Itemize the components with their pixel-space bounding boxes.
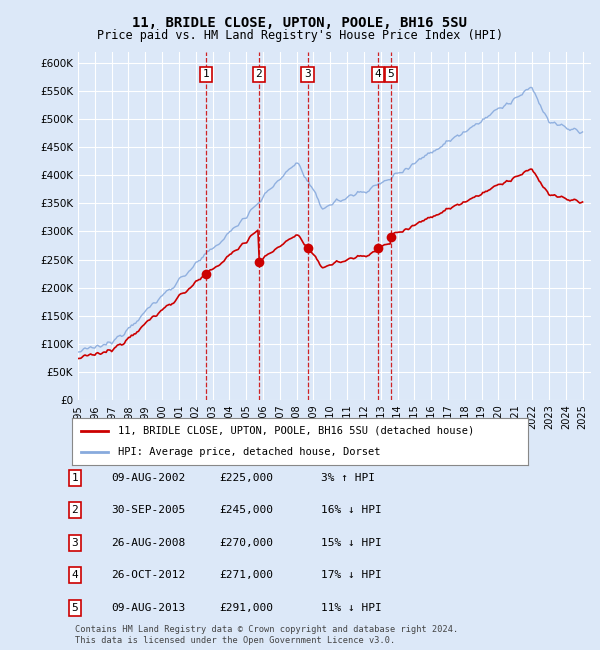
Text: £271,000: £271,000: [219, 570, 273, 580]
Text: 30-SEP-2005: 30-SEP-2005: [111, 505, 185, 515]
Text: 3% ↑ HPI: 3% ↑ HPI: [321, 473, 375, 483]
Text: 2: 2: [256, 70, 262, 79]
Text: 2: 2: [71, 505, 79, 515]
Text: 4: 4: [71, 570, 79, 580]
Text: £291,000: £291,000: [219, 603, 273, 613]
Text: 09-AUG-2013: 09-AUG-2013: [111, 603, 185, 613]
Text: 17% ↓ HPI: 17% ↓ HPI: [321, 570, 382, 580]
Text: 26-AUG-2008: 26-AUG-2008: [111, 538, 185, 548]
Text: £225,000: £225,000: [219, 473, 273, 483]
Text: Price paid vs. HM Land Registry's House Price Index (HPI): Price paid vs. HM Land Registry's House …: [97, 29, 503, 42]
Text: 5: 5: [388, 70, 394, 79]
Text: 1: 1: [202, 70, 209, 79]
Text: HPI: Average price, detached house, Dorset: HPI: Average price, detached house, Dors…: [118, 447, 380, 457]
Text: £245,000: £245,000: [219, 505, 273, 515]
Text: 3: 3: [304, 70, 311, 79]
Text: 11, BRIDLE CLOSE, UPTON, POOLE, BH16 5SU (detached house): 11, BRIDLE CLOSE, UPTON, POOLE, BH16 5SU…: [118, 426, 474, 436]
Text: £270,000: £270,000: [219, 538, 273, 548]
Text: 09-AUG-2002: 09-AUG-2002: [111, 473, 185, 483]
Text: 15% ↓ HPI: 15% ↓ HPI: [321, 538, 382, 548]
Text: 4: 4: [374, 70, 381, 79]
Text: 26-OCT-2012: 26-OCT-2012: [111, 570, 185, 580]
Text: 5: 5: [71, 603, 79, 613]
Text: 3: 3: [71, 538, 79, 548]
Text: Contains HM Land Registry data © Crown copyright and database right 2024.
This d: Contains HM Land Registry data © Crown c…: [75, 625, 458, 645]
Text: 11, BRIDLE CLOSE, UPTON, POOLE, BH16 5SU: 11, BRIDLE CLOSE, UPTON, POOLE, BH16 5SU: [133, 16, 467, 31]
Text: 11% ↓ HPI: 11% ↓ HPI: [321, 603, 382, 613]
Text: 1: 1: [71, 473, 79, 483]
Text: 16% ↓ HPI: 16% ↓ HPI: [321, 505, 382, 515]
